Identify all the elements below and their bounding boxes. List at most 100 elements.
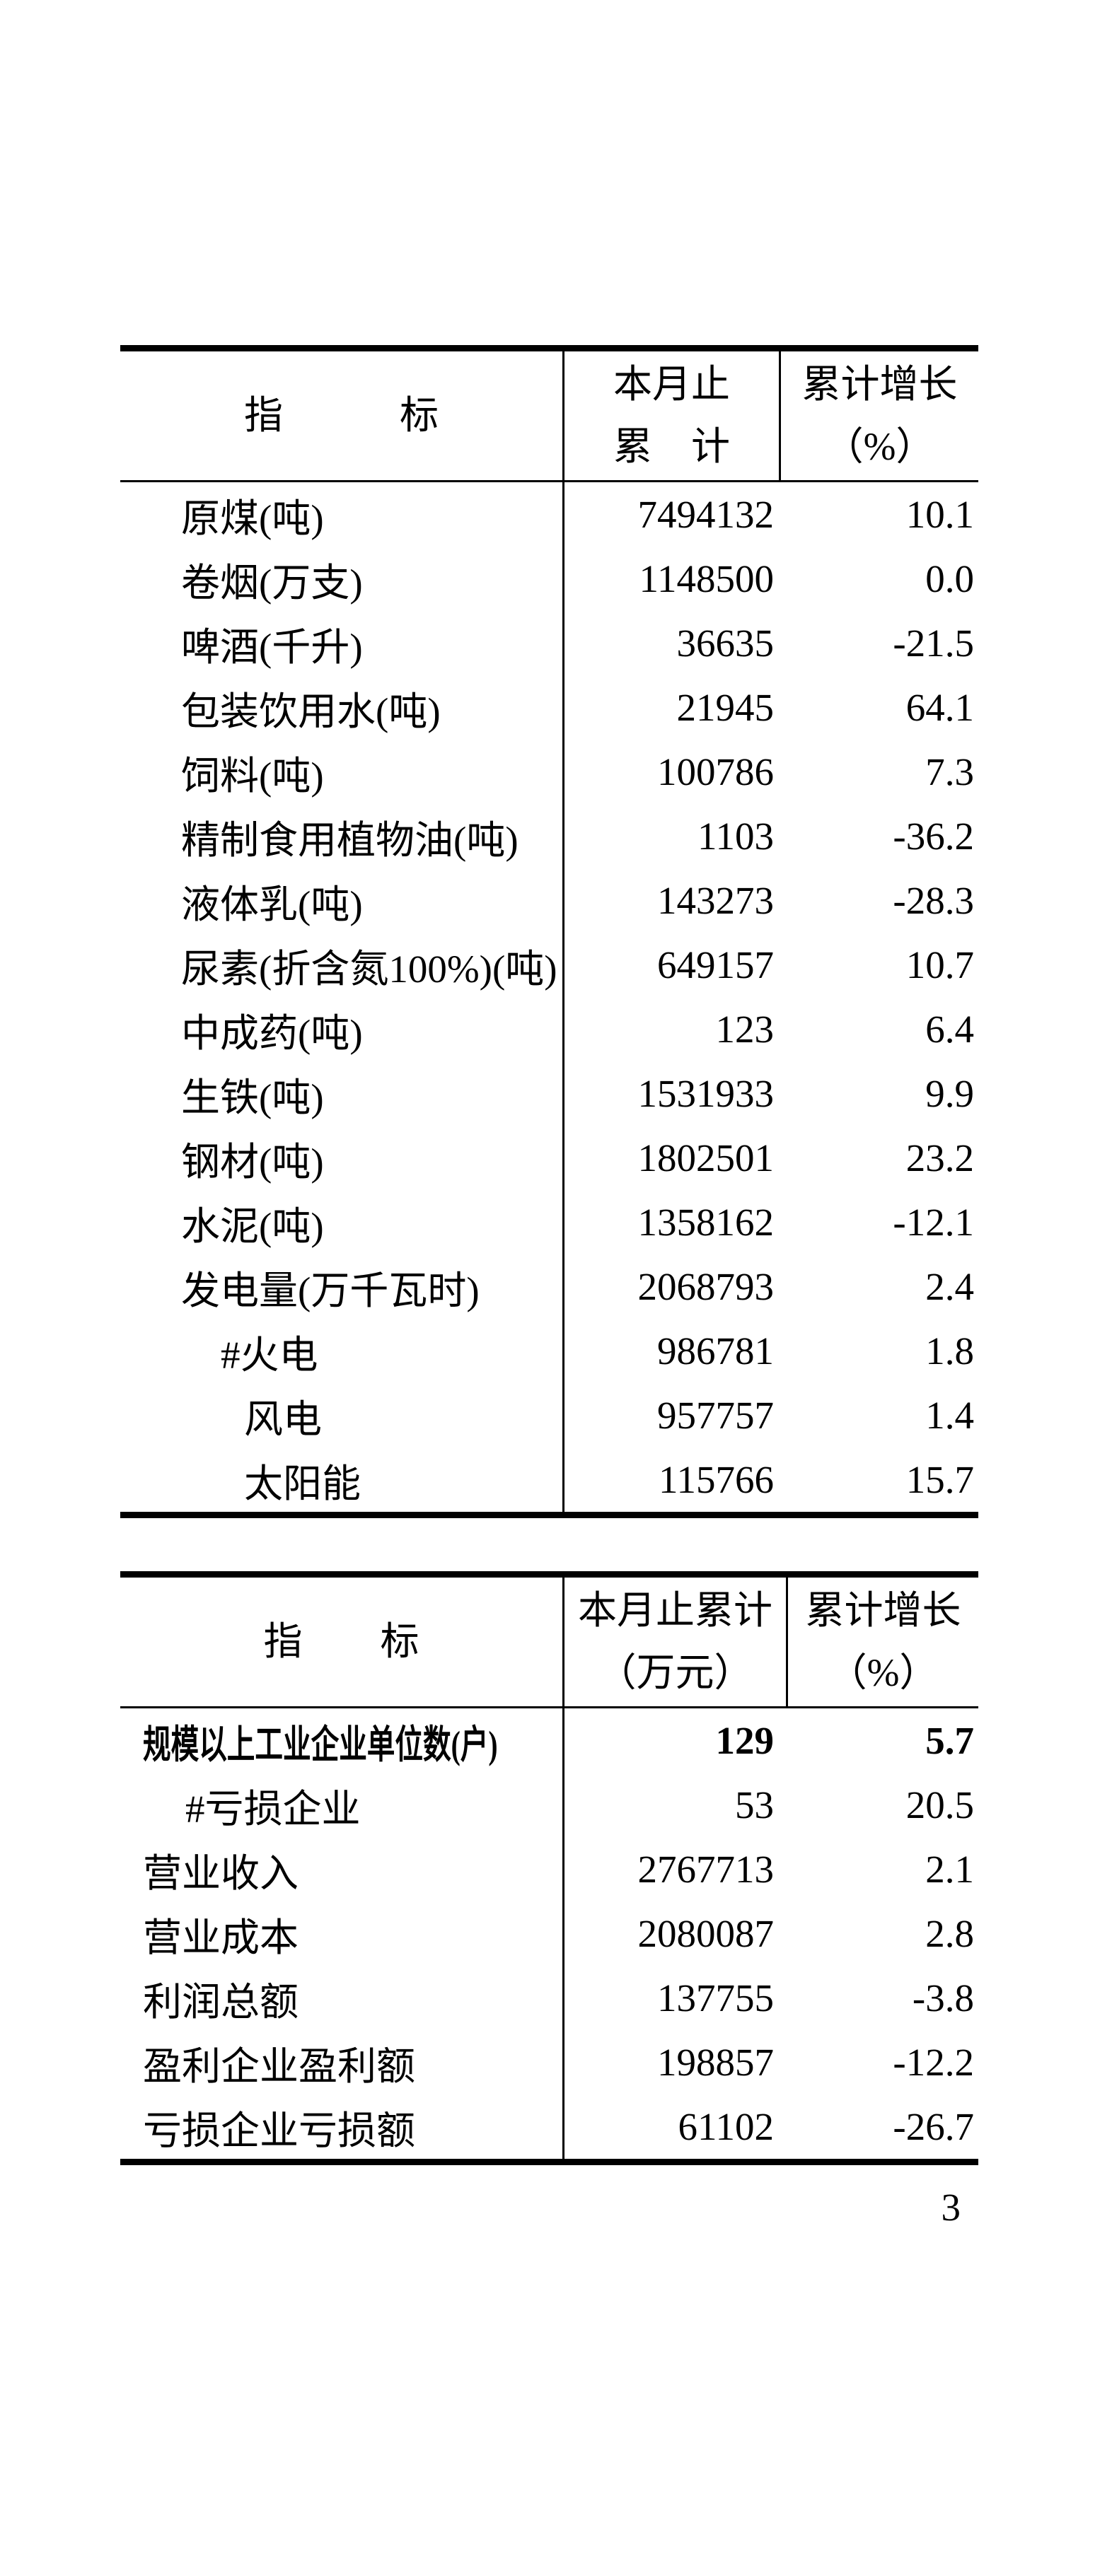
indicator-label: #亏损企业 [185, 1787, 361, 1831]
enterprise-finance-table: 指 标 本月止累计 （万元） 累计增长 （%） 规模以上工业企业单位数(户) 1… [120, 1571, 978, 2165]
table-bottom-rule [120, 1512, 978, 1518]
growth-value: 20.5 [905, 1783, 974, 1826]
table-body: 规模以上工业企业单位数(户) 129 5.7 #亏损企业 53 20.5 营业收… [120, 1708, 978, 2159]
indicator-label: 液体乳(吨) [181, 882, 363, 926]
indicator-label: 水泥(吨) [181, 1204, 324, 1248]
cumulative-value: 21945 [676, 686, 775, 729]
cumulative-value: 143273 [657, 879, 774, 922]
table-row: 盈利企业盈利额 198857 -12.2 [120, 2030, 978, 2094]
cumulative-value: 123 [715, 1008, 775, 1051]
growth-value: 64.1 [905, 686, 974, 729]
table-row: 包装饮用水(吨) 21945 64.1 [120, 675, 978, 740]
header-cumulative-line2: （万元） [597, 1651, 753, 1694]
cumulative-value: 129 [715, 1719, 775, 1762]
table-header: 指 标 本月止 累 计 累计增长 （%） [120, 351, 978, 482]
header-growth: 累计增长 （%） [788, 1578, 978, 1706]
indicator-label: 饲料(吨) [181, 754, 324, 798]
growth-value: 0.0 [925, 557, 974, 600]
table-bottom-rule [120, 2159, 978, 2165]
growth-value: 2.4 [925, 1265, 974, 1308]
header-growth: 累计增长 （%） [781, 351, 978, 480]
cumulative-value: 137755 [657, 1976, 774, 2020]
header-growth-line2: （%） [824, 425, 935, 468]
table-row: 中成药(吨) 123 6.4 [120, 997, 978, 1061]
cumulative-value: 1531933 [637, 1072, 775, 1115]
cumulative-value: 1358162 [637, 1201, 775, 1244]
indicator-label: 营业收入 [143, 1851, 299, 1895]
cumulative-value: 61102 [678, 2105, 774, 2148]
industrial-output-table: 指 标 本月止 累 计 累计增长 （%） 原煤(吨) 7494132 10.1 … [120, 345, 978, 1518]
header-cumulative-line1: 本月止 [613, 363, 730, 406]
page-number: 3 [941, 2186, 961, 2229]
growth-value: -21.5 [893, 622, 974, 665]
table-row: 营业收入 2767713 2.1 [120, 1837, 978, 1901]
growth-value: 6.4 [925, 1008, 974, 1051]
table-top-rule [120, 1571, 978, 1578]
header-indicator-label: 指 标 [263, 1620, 419, 1663]
table-row: 太阳能 115766 15.7 [120, 1447, 978, 1512]
table-row: 卷烟(万支) 1148500 0.0 [120, 547, 978, 611]
table-top-rule [120, 345, 978, 351]
growth-value: 7.3 [925, 750, 974, 793]
table-row: 发电量(万千瓦时) 2068793 2.4 [120, 1254, 978, 1319]
indicator-label: 规模以上工业企业单位数(户) [120, 1713, 562, 1769]
cumulative-value: 7494132 [637, 493, 775, 536]
cumulative-value: 1148500 [639, 557, 774, 600]
growth-value: 10.1 [905, 493, 974, 536]
table-row: 啤酒(千升) 36635 -21.5 [120, 611, 978, 675]
growth-value: 2.1 [925, 1848, 974, 1891]
indicator-label: #火电 [221, 1333, 318, 1377]
growth-value: 23.2 [905, 1136, 974, 1179]
indicator-label: 生铁(吨) [181, 1076, 324, 1119]
indicator-label: 亏损企业亏损额 [143, 2109, 416, 2152]
cumulative-value: 53 [735, 1783, 774, 1826]
growth-value: -26.7 [893, 2105, 974, 2148]
header-growth-line1: 累计增长 [801, 363, 958, 406]
table-row: 液体乳(吨) 143273 -28.3 [120, 868, 978, 933]
growth-value: -36.2 [893, 815, 974, 858]
cumulative-value: 115766 [659, 1458, 774, 1501]
growth-value: 1.4 [925, 1394, 974, 1437]
table-row: 生铁(吨) 1531933 9.9 [120, 1061, 978, 1126]
cumulative-value: 649157 [657, 943, 774, 986]
table-row: 风电 957757 1.4 [120, 1383, 978, 1447]
table-row: 钢材(吨) 1802501 23.2 [120, 1126, 978, 1190]
indicator-label: 尿素(折含氮100%)(吨) [181, 947, 557, 991]
table-row: 尿素(折含氮100%)(吨) 649157 10.7 [120, 933, 978, 997]
table-row: 精制食用植物油(吨) 1103 -36.2 [120, 804, 978, 868]
indicator-label: 卷烟(万支) [181, 561, 363, 605]
column-divider [562, 1578, 564, 1706]
header-indicator: 指 标 [120, 351, 562, 480]
header-indicator: 指 标 [120, 1578, 562, 1706]
cumulative-value: 957757 [657, 1394, 774, 1437]
indicator-label: 发电量(万千瓦时) [181, 1269, 480, 1312]
table-row: #亏损企业 53 20.5 [120, 1773, 978, 1837]
indicator-label: 啤酒(千升) [181, 625, 363, 669]
header-indicator-label: 指 标 [243, 394, 439, 437]
growth-value: 5.7 [925, 1719, 974, 1762]
growth-value: -12.2 [893, 2041, 974, 2084]
table-row: #火电 986781 1.8 [120, 1319, 978, 1383]
column-divider [562, 1708, 564, 2159]
cumulative-value: 1802501 [637, 1136, 775, 1179]
column-divider [779, 351, 781, 480]
column-divider [786, 1578, 788, 1706]
growth-value: -28.3 [893, 879, 974, 922]
table-row: 利润总额 137755 -3.8 [120, 1966, 978, 2030]
header-growth-line2: （%） [828, 1651, 939, 1694]
column-divider [562, 482, 564, 1512]
indicator-label: 风电 [244, 1397, 323, 1441]
cumulative-value: 100786 [657, 750, 774, 793]
indicator-label: 中成药(吨) [181, 1011, 363, 1055]
cumulative-value: 986781 [657, 1329, 774, 1372]
cumulative-value: 36635 [676, 622, 775, 665]
indicator-label: 原煤(吨) [181, 496, 324, 540]
growth-value: 9.9 [925, 1072, 974, 1115]
header-cumulative: 本月止 累 计 [564, 351, 779, 480]
cumulative-value: 2080087 [637, 1912, 775, 1955]
indicator-label: 利润总额 [143, 1980, 299, 2024]
indicator-label-text: 规模以上工业企业单位数(户) [143, 1723, 498, 1766]
indicator-label: 精制食用植物油(吨) [181, 818, 519, 862]
growth-value: -3.8 [912, 1976, 974, 2020]
